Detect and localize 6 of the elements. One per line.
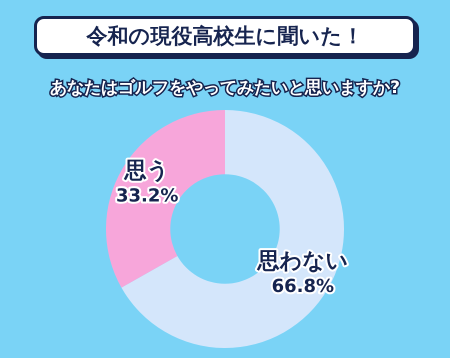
chart-subtitle: あなたはゴルフをやってみたいと思いますか? <box>49 77 401 99</box>
chart-title: 令和の現役高校生に聞いた！ <box>34 16 416 56</box>
data-label: 66.8% <box>272 276 334 298</box>
slice-label: 思わない <box>256 249 348 274</box>
slice-label: 思う <box>124 158 170 184</box>
data-label: 33.2% <box>116 185 178 206</box>
